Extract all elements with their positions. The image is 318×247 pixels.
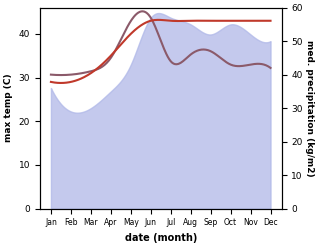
Y-axis label: max temp (C): max temp (C) bbox=[4, 74, 13, 143]
Y-axis label: med. precipitation (kg/m2): med. precipitation (kg/m2) bbox=[305, 40, 314, 176]
X-axis label: date (month): date (month) bbox=[125, 233, 197, 243]
